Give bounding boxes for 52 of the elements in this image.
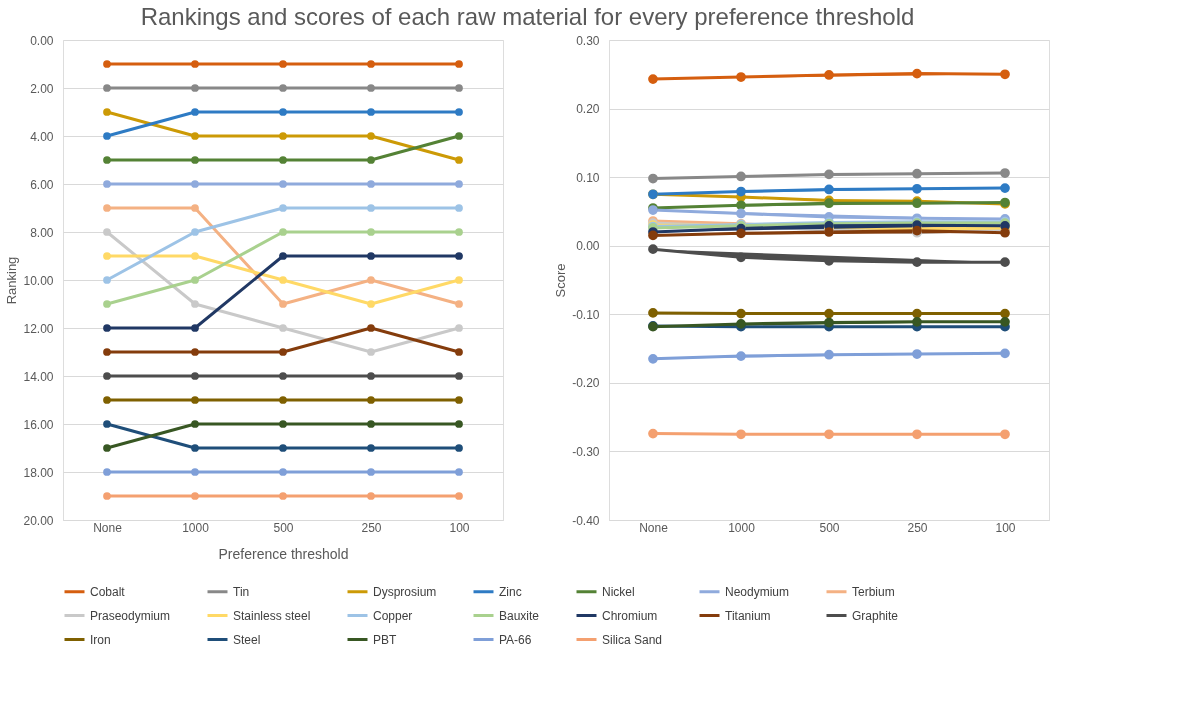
x-tick-label: 1000 <box>182 520 210 535</box>
legend-label: Terbium <box>852 584 895 599</box>
y-tick-label: 12.00 <box>23 321 54 336</box>
legend-label: Steel <box>233 632 261 647</box>
y-tick-label: 6.00 <box>30 177 54 192</box>
y-tick-label: 8.00 <box>30 225 54 240</box>
y-tick-label: 0.10 <box>576 170 600 185</box>
legend-label: Graphite <box>852 608 899 623</box>
legend-label: Tin <box>233 584 250 599</box>
x-tick-label: 100 <box>449 520 470 535</box>
y-axis-title: Ranking <box>4 256 20 305</box>
x-tick-label: 100 <box>995 520 1016 535</box>
y-tick-label: 0.30 <box>576 33 600 48</box>
y-tick-label: 10.00 <box>23 273 54 288</box>
legend-label: PBT <box>373 632 398 647</box>
legend-label: PA-66 <box>499 632 532 647</box>
y-tick-label: 4.00 <box>30 129 54 144</box>
legend-label: Silica Sand <box>602 632 663 647</box>
x-tick-label: 500 <box>273 520 294 535</box>
y-tick-label: 0.00 <box>30 33 54 48</box>
y-tick-label: -0.10 <box>572 307 600 322</box>
x-tick-label: 250 <box>361 520 382 535</box>
y-tick-label: 0.20 <box>576 102 600 117</box>
y-tick-label: 2.00 <box>30 81 54 96</box>
legend-label: Titanium <box>725 608 771 623</box>
y-tick-label: 20.00 <box>23 513 54 528</box>
legend-label: Bauxite <box>499 608 540 623</box>
x-tick-label: None <box>93 520 123 535</box>
x-axis-title: Preference threshold <box>218 545 349 562</box>
x-tick-label: 250 <box>907 520 928 535</box>
x-tick-label: 1000 <box>728 520 756 535</box>
legend-label: Neodymium <box>725 584 790 599</box>
y-tick-label: 14.00 <box>23 369 54 384</box>
y-tick-label: -0.30 <box>572 444 600 459</box>
y-tick-label: -0.20 <box>572 376 600 391</box>
y-tick-label: -0.40 <box>572 513 600 528</box>
x-tick-label: None <box>639 520 669 535</box>
legend-label: Nickel <box>602 584 635 599</box>
y-tick-label: 18.00 <box>23 465 54 480</box>
legend-label: Dysprosium <box>373 584 437 599</box>
y-tick-label: 16.00 <box>23 417 54 432</box>
legend-label: Zinc <box>499 584 522 599</box>
legend-label: Praseodymium <box>90 608 171 623</box>
x-tick-label: 500 <box>819 520 840 535</box>
legend-label: Chromium <box>602 608 658 623</box>
chart-title: Rankings and scores of each raw material for every preference threshold <box>140 2 915 30</box>
y-tick-label: 0.00 <box>576 239 600 254</box>
legend-label: Cobalt <box>90 584 126 599</box>
legend-label: Stainless steel <box>233 608 311 623</box>
legend-label: Iron <box>90 632 111 647</box>
legend-label: Copper <box>373 608 413 623</box>
y-axis-title: Score <box>553 263 569 298</box>
